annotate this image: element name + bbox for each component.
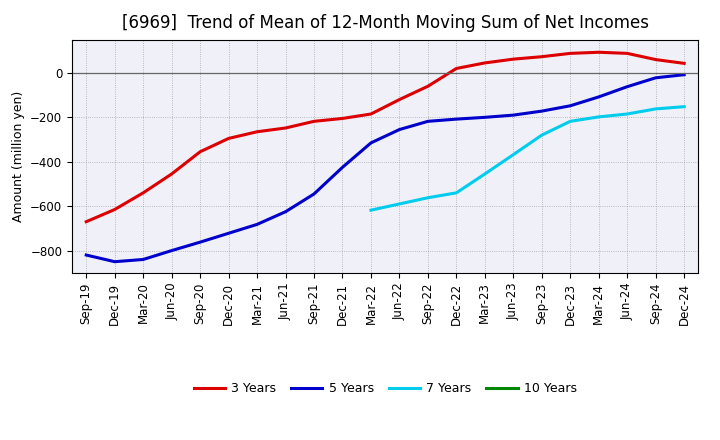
7 Years [623,111,631,117]
Y-axis label: Amount (million yen): Amount (million yen) [12,91,24,222]
3 Years [566,51,575,56]
Legend: 3 Years, 5 Years, 7 Years, 10 Years: 3 Years, 5 Years, 7 Years, 10 Years [189,377,582,400]
3 Years [509,56,518,62]
3 Years [167,171,176,176]
3 Years [395,97,404,102]
3 Years [196,149,204,154]
5 Years [680,72,688,77]
5 Years [595,94,603,99]
3 Years [652,57,660,62]
5 Years [310,191,318,197]
5 Years [652,75,660,81]
5 Years [452,117,461,122]
Line: 3 Years: 3 Years [86,52,684,222]
5 Years [423,119,432,124]
3 Years [110,207,119,212]
5 Years [509,113,518,118]
3 Years [623,51,631,56]
5 Years [282,209,290,214]
3 Years [338,116,347,121]
3 Years [225,136,233,141]
3 Years [452,66,461,71]
Line: 7 Years: 7 Years [371,106,684,210]
3 Years [82,219,91,224]
3 Years [253,129,261,134]
5 Years [366,140,375,146]
7 Years [566,119,575,124]
3 Years [366,111,375,117]
5 Years [82,253,91,258]
5 Years [623,84,631,89]
7 Years [680,104,688,109]
3 Years [595,50,603,55]
3 Years [423,84,432,89]
5 Years [196,239,204,245]
7 Years [595,114,603,120]
7 Years [480,171,489,176]
7 Years [395,202,404,207]
5 Years [537,109,546,114]
3 Years [480,60,489,66]
3 Years [310,119,318,124]
5 Years [139,257,148,262]
7 Years [537,132,546,138]
5 Years [167,248,176,253]
5 Years [480,115,489,120]
5 Years [395,127,404,132]
3 Years [282,125,290,131]
5 Years [338,165,347,170]
7 Years [366,208,375,213]
3 Years [139,190,148,195]
7 Years [423,195,432,200]
3 Years [537,54,546,59]
5 Years [225,231,233,236]
5 Years [566,103,575,108]
7 Years [452,190,461,195]
Title: [6969]  Trend of Mean of 12-Month Moving Sum of Net Incomes: [6969] Trend of Mean of 12-Month Moving … [122,15,649,33]
5 Years [253,222,261,227]
Line: 5 Years: 5 Years [86,75,684,262]
5 Years [110,259,119,264]
7 Years [652,106,660,111]
7 Years [509,152,518,157]
3 Years [680,61,688,66]
